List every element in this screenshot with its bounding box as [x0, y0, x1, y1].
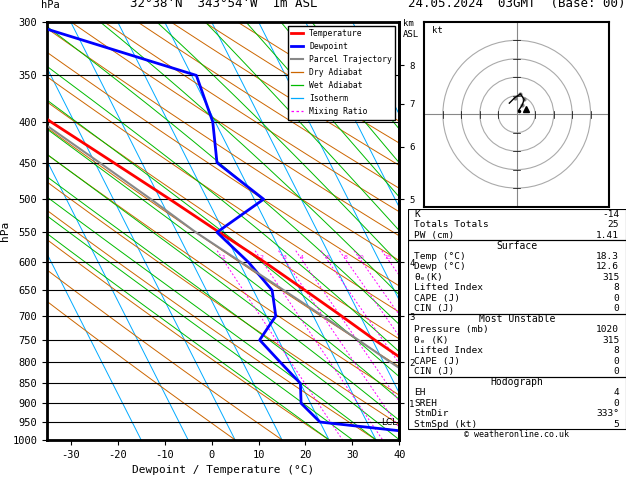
- Bar: [408, 241, 626, 314]
- Text: SREH: SREH: [414, 399, 437, 408]
- Text: 0: 0: [613, 357, 620, 365]
- Text: 24.05.2024  03GMT  (Base: 00): 24.05.2024 03GMT (Base: 00): [408, 0, 625, 10]
- Text: 10: 10: [357, 255, 364, 260]
- Text: Temp (°C): Temp (°C): [414, 252, 466, 260]
- Text: 0: 0: [613, 399, 620, 408]
- Text: 315: 315: [602, 336, 620, 345]
- Text: -14: -14: [602, 210, 620, 219]
- Text: K: K: [414, 210, 420, 219]
- Text: Dewp (°C): Dewp (°C): [414, 262, 466, 271]
- Text: CIN (J): CIN (J): [414, 304, 454, 313]
- Text: CAPE (J): CAPE (J): [414, 357, 460, 365]
- Text: θₑ (K): θₑ (K): [414, 336, 448, 345]
- Text: 0: 0: [613, 304, 620, 313]
- Text: Lifted Index: Lifted Index: [414, 346, 483, 355]
- Text: km
ASL: km ASL: [403, 19, 419, 39]
- Text: 32°38'N  343°54'W  1m ASL: 32°38'N 343°54'W 1m ASL: [130, 0, 317, 10]
- Text: 6: 6: [325, 255, 329, 260]
- Text: StmSpd (kt): StmSpd (kt): [414, 419, 477, 429]
- X-axis label: Dewpoint / Temperature (°C): Dewpoint / Temperature (°C): [132, 465, 314, 475]
- Text: EH: EH: [414, 388, 426, 397]
- Text: 4: 4: [300, 255, 304, 260]
- Text: 25: 25: [608, 220, 620, 229]
- Text: Pressure (mb): Pressure (mb): [414, 325, 489, 334]
- Text: Lifted Index: Lifted Index: [414, 283, 483, 292]
- Text: hPa: hPa: [41, 0, 60, 10]
- Text: © weatheronline.co.uk: © weatheronline.co.uk: [464, 430, 569, 439]
- Text: LCL: LCL: [381, 417, 397, 427]
- Legend: Temperature, Dewpoint, Parcel Trajectory, Dry Adiabat, Wet Adiabat, Isotherm, Mi: Temperature, Dewpoint, Parcel Trajectory…: [287, 26, 396, 120]
- Bar: [408, 209, 626, 241]
- Text: 0: 0: [613, 294, 620, 303]
- Text: 3: 3: [282, 255, 287, 260]
- Text: CIN (J): CIN (J): [414, 367, 454, 376]
- Y-axis label: hPa: hPa: [0, 221, 9, 241]
- Text: 1.41: 1.41: [596, 231, 620, 240]
- Text: 2: 2: [259, 255, 263, 260]
- Text: 0: 0: [613, 367, 620, 376]
- Text: 1: 1: [221, 255, 225, 260]
- Text: 315: 315: [602, 273, 620, 282]
- Text: 1020: 1020: [596, 325, 620, 334]
- Text: 8: 8: [613, 346, 620, 355]
- Text: Most Unstable: Most Unstable: [479, 314, 555, 324]
- Bar: [408, 377, 626, 429]
- Text: 333°: 333°: [596, 409, 620, 418]
- Text: CAPE (J): CAPE (J): [414, 294, 460, 303]
- Text: 8: 8: [613, 283, 620, 292]
- Text: 8: 8: [343, 255, 348, 260]
- Text: PW (cm): PW (cm): [414, 231, 454, 240]
- Text: θₑ(K): θₑ(K): [414, 273, 443, 282]
- Text: Totals Totals: Totals Totals: [414, 220, 489, 229]
- Text: 5: 5: [613, 419, 620, 429]
- Text: 4: 4: [613, 388, 620, 397]
- Text: 15: 15: [384, 255, 392, 260]
- Text: Hodograph: Hodograph: [490, 377, 543, 387]
- Text: kt: kt: [431, 26, 443, 35]
- Text: StmDir: StmDir: [414, 409, 448, 418]
- Text: 12.6: 12.6: [596, 262, 620, 271]
- Text: 18.3: 18.3: [596, 252, 620, 260]
- Text: Surface: Surface: [496, 241, 537, 251]
- Bar: [408, 314, 626, 377]
